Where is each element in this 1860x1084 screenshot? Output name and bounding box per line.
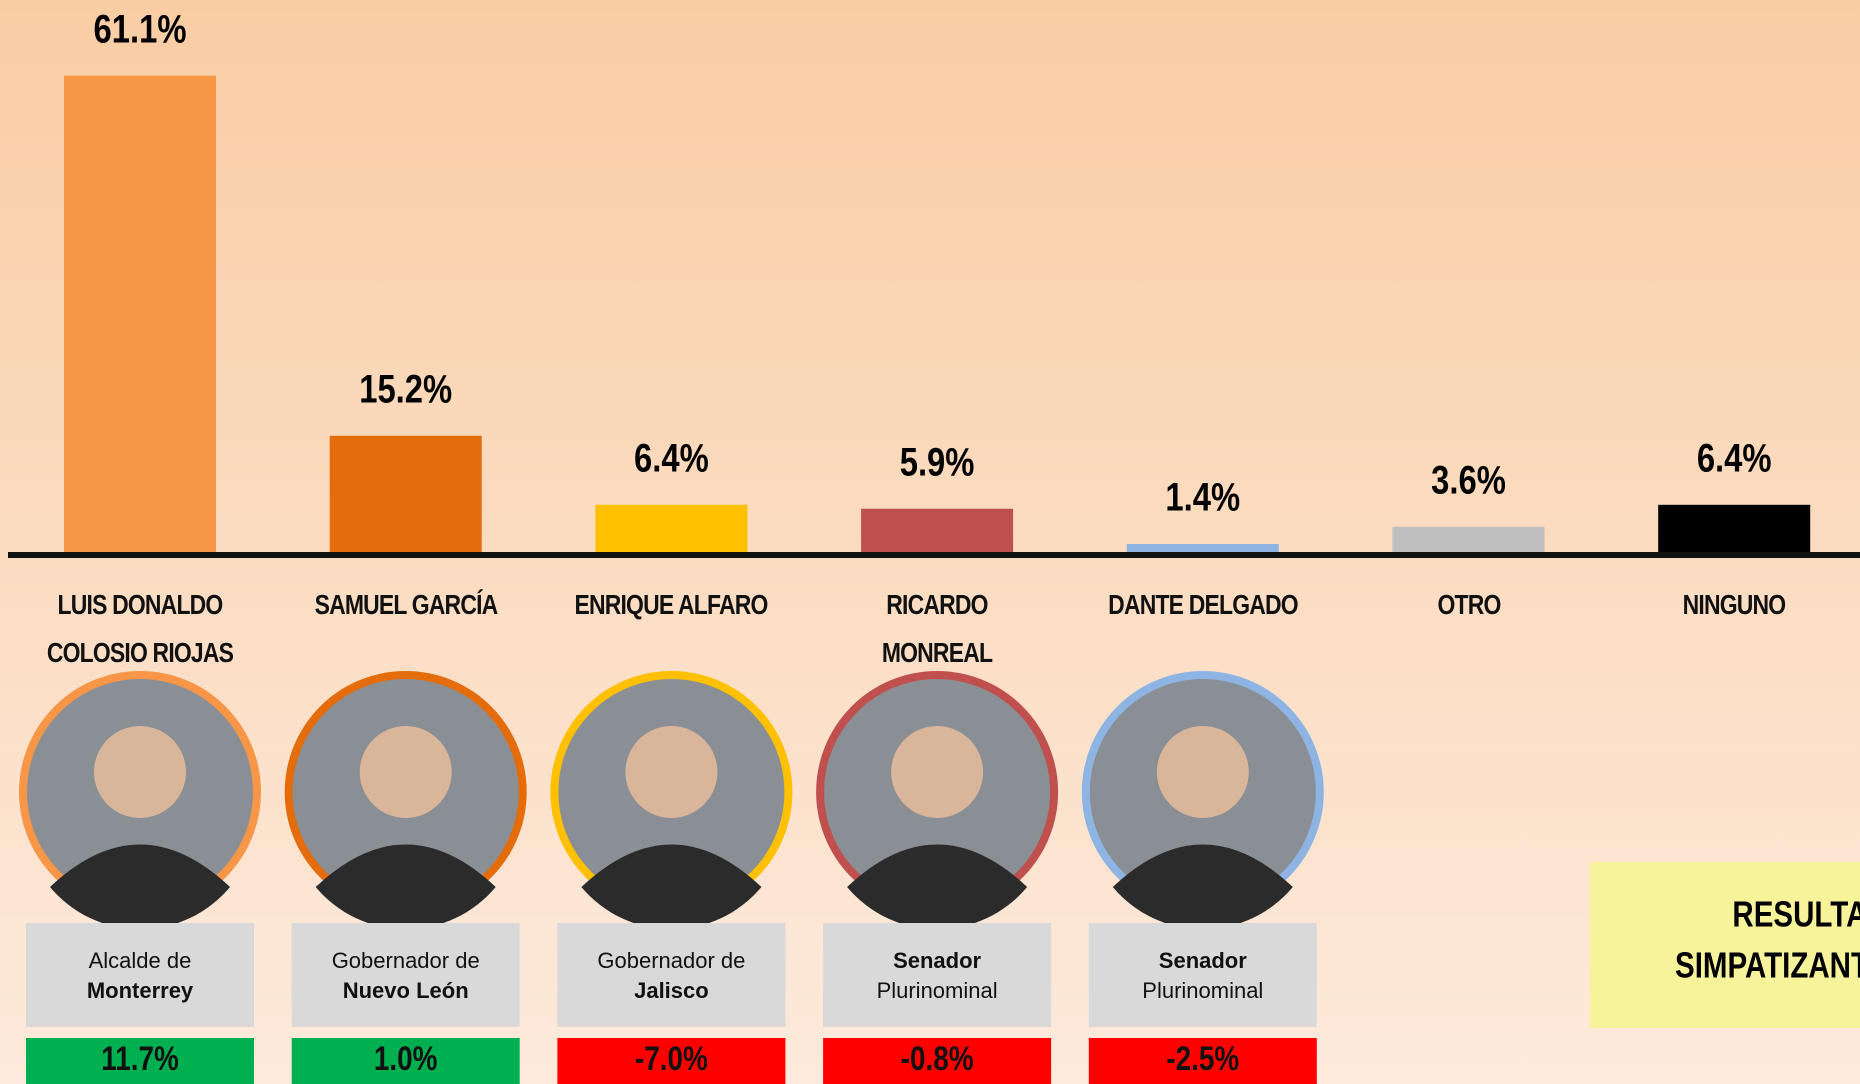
role-text: Plurinominal — [877, 978, 998, 1003]
role-text: Gobernador de — [332, 948, 480, 973]
change-label: -7.0% — [635, 1039, 708, 1077]
photo-head — [891, 726, 984, 818]
role-text: Jalisco — [634, 978, 709, 1003]
change-label: 11.7% — [101, 1039, 178, 1077]
value-label: 1.4% — [1165, 474, 1240, 519]
photo-head — [1156, 726, 1249, 818]
category-label: RICARDO MONREAL — [881, 589, 993, 668]
value-label: 6.4% — [1697, 435, 1772, 480]
change-label: -2.5% — [1166, 1039, 1239, 1077]
role-text: Gobernador de — [597, 948, 745, 973]
category-label: DANTE DELGADO — [1107, 589, 1298, 620]
value-label: 5.9% — [900, 439, 975, 484]
photo-body — [315, 844, 496, 930]
category-label: SAMUEL GARCÍA — [314, 589, 498, 620]
category-label: LUIS DONALDO COLOSIO RIOJAS — [46, 589, 234, 668]
role-box — [557, 923, 786, 1027]
bar — [861, 508, 1014, 555]
bar — [329, 435, 482, 555]
note-text: SIMPATIZANTE — [1675, 945, 1860, 985]
change-box — [557, 1038, 786, 1084]
role-text: Nuevo León — [343, 978, 469, 1003]
photo-head — [94, 726, 186, 818]
role-box — [1088, 923, 1317, 1027]
change-box — [823, 1038, 1052, 1084]
photo-body — [847, 844, 1028, 930]
photo-head — [359, 726, 452, 818]
photo-body — [581, 844, 762, 930]
role-text: Plurinominal — [1142, 978, 1263, 1003]
value-label: 6.4% — [634, 435, 709, 480]
value-label: 15.2% — [359, 366, 452, 411]
role-text: Senador — [893, 948, 981, 973]
photo-body — [50, 844, 230, 930]
role-box — [26, 923, 254, 1027]
role-text: Monterrey — [87, 978, 194, 1003]
note-box — [1590, 862, 1860, 1028]
note-text: RESULTAD — [1732, 894, 1860, 934]
category-label: NINGUNO — [1682, 589, 1787, 620]
role-text: Senador — [1159, 948, 1247, 973]
value-label: 61.1% — [94, 6, 187, 51]
bar — [1658, 504, 1811, 555]
change-label: 1.0% — [374, 1039, 438, 1077]
photo-body — [1112, 844, 1293, 930]
photo-head — [625, 726, 718, 818]
role-box — [823, 923, 1052, 1027]
change-box — [291, 1038, 520, 1084]
bar — [1126, 544, 1279, 555]
role-box — [291, 923, 520, 1027]
change-label: -0.8% — [901, 1039, 974, 1077]
category-label: OTRO — [1436, 589, 1501, 620]
bar — [1392, 526, 1545, 555]
bar — [64, 75, 216, 556]
bar — [595, 504, 748, 555]
change-box — [1088, 1038, 1317, 1084]
role-text: Alcalde de — [89, 948, 192, 973]
change-box — [26, 1038, 254, 1084]
category-label: ENRIQUE ALFARO — [574, 589, 769, 620]
value-label: 3.6% — [1431, 457, 1506, 502]
